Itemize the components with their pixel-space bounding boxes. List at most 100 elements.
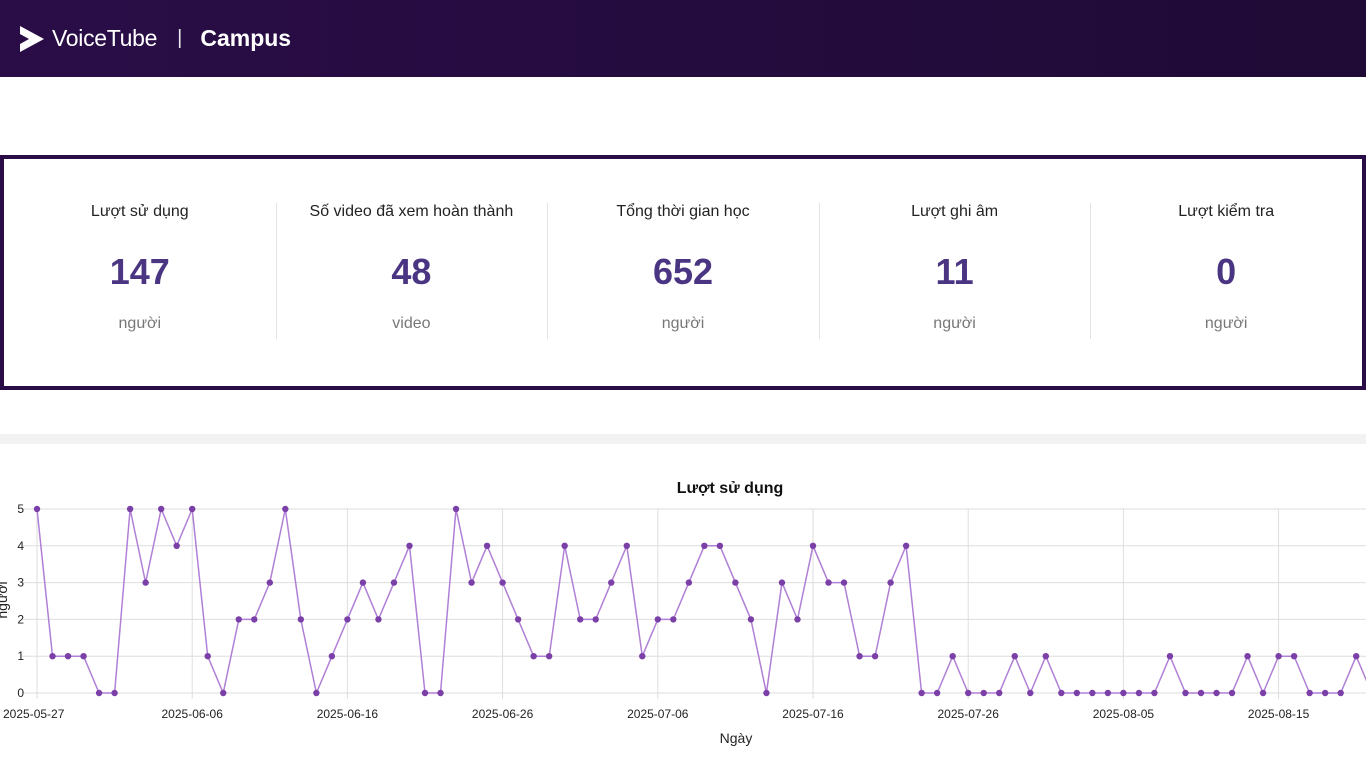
data-point[interactable] [1104, 689, 1112, 697]
data-point[interactable] [1120, 689, 1127, 697]
data-point[interactable] [344, 616, 351, 623]
x-tick-label: 2025-05-27 [3, 707, 65, 721]
data-point[interactable] [1151, 689, 1158, 697]
data-point[interactable] [701, 542, 708, 549]
data-point[interactable] [1197, 689, 1205, 697]
data-point[interactable] [654, 616, 661, 623]
data-point[interactable] [189, 505, 196, 513]
data-point[interactable] [204, 653, 211, 660]
data-point[interactable] [1058, 689, 1065, 697]
data-point[interactable] [577, 616, 584, 623]
data-point[interactable] [390, 579, 398, 586]
data-point[interactable] [1135, 689, 1143, 697]
data-point[interactable] [670, 616, 677, 623]
data-point[interactable] [1089, 689, 1096, 697]
data-point[interactable] [530, 653, 537, 660]
data-point[interactable] [825, 579, 832, 586]
data-point[interactable] [902, 542, 910, 549]
data-point[interactable] [545, 653, 553, 660]
data-point[interactable] [809, 542, 817, 549]
data-point[interactable] [933, 689, 941, 697]
data-point[interactable] [732, 579, 739, 586]
data-point[interactable] [1182, 689, 1189, 697]
data-point[interactable] [561, 542, 568, 549]
data-point[interactable] [949, 653, 956, 660]
data-point[interactable] [965, 689, 972, 697]
data-point[interactable] [220, 689, 227, 697]
data-point[interactable] [173, 542, 180, 549]
voicetube-logo-icon[interactable] [18, 24, 46, 54]
stat-unit: người [118, 315, 162, 332]
data-point[interactable] [1166, 653, 1174, 660]
data-point[interactable] [1275, 653, 1282, 660]
data-point[interactable] [111, 689, 118, 697]
data-point[interactable] [716, 542, 724, 549]
data-point[interactable] [1073, 689, 1081, 697]
data-point[interactable] [437, 689, 444, 697]
data-point[interactable] [608, 579, 615, 586]
data-point[interactable] [592, 616, 599, 623]
data-point[interactable] [794, 616, 801, 623]
x-tick-label: 2025-06-06 [162, 707, 224, 721]
x-axis-label: Ngày [720, 730, 753, 746]
data-point[interactable] [996, 689, 1003, 697]
data-point[interactable] [918, 689, 925, 697]
logo-separator: | [177, 27, 183, 49]
data-point[interactable] [887, 579, 894, 586]
logo-text[interactable]: VoiceTube [52, 25, 158, 51]
data-point[interactable] [514, 616, 522, 623]
data-point[interactable] [251, 616, 258, 623]
data-point[interactable] [763, 689, 770, 697]
stat-value: 147 [109, 251, 170, 292]
data-point[interactable] [1290, 653, 1298, 660]
data-point[interactable] [1027, 689, 1034, 697]
data-point[interactable] [282, 505, 289, 513]
data-point[interactable] [49, 653, 56, 660]
data-point[interactable] [297, 616, 305, 623]
data-point[interactable] [452, 505, 460, 513]
data-point[interactable] [313, 689, 320, 697]
data-point[interactable] [468, 579, 475, 586]
data-point[interactable] [1042, 653, 1050, 660]
data-point[interactable] [1244, 653, 1251, 660]
x-tick-label: 2025-07-16 [782, 707, 844, 721]
data-point[interactable] [856, 653, 863, 660]
data-point[interactable] [80, 653, 87, 660]
y-tick-label: 0 [17, 686, 24, 700]
y-tick-label: 1 [17, 649, 24, 663]
data-point[interactable] [33, 505, 41, 513]
data-point[interactable] [871, 653, 879, 660]
data-point[interactable] [1353, 653, 1360, 660]
data-point[interactable] [483, 542, 491, 549]
data-point[interactable] [95, 689, 103, 697]
data-point[interactable] [126, 505, 134, 513]
stat-total-study-time: Tổng thời gian học 652 người [547, 159, 819, 386]
data-point[interactable] [359, 579, 367, 586]
data-point[interactable] [157, 505, 165, 513]
data-point[interactable] [142, 579, 149, 586]
data-point[interactable] [1011, 653, 1018, 660]
data-point[interactable] [623, 542, 630, 549]
data-point[interactable] [375, 616, 382, 623]
data-point[interactable] [1306, 689, 1313, 697]
data-point[interactable] [266, 579, 273, 586]
data-point[interactable] [747, 616, 755, 623]
data-point[interactable] [1337, 689, 1344, 697]
data-point[interactable] [235, 616, 242, 623]
data-point[interactable] [639, 653, 646, 660]
data-point[interactable] [1259, 689, 1267, 697]
data-point[interactable] [64, 653, 72, 660]
data-point[interactable] [1321, 689, 1329, 697]
stat-usage: Lượt sử dụng 147 người [4, 159, 276, 386]
stat-label: Lượt ghi âm [911, 203, 999, 220]
data-point[interactable] [406, 542, 413, 549]
data-point[interactable] [840, 579, 848, 586]
data-point[interactable] [328, 653, 336, 660]
data-point[interactable] [421, 689, 429, 697]
data-point[interactable] [1213, 689, 1220, 697]
data-point[interactable] [499, 579, 506, 586]
data-point[interactable] [685, 579, 693, 586]
data-point[interactable] [1228, 689, 1236, 697]
data-point[interactable] [980, 689, 987, 697]
data-point[interactable] [778, 579, 786, 586]
